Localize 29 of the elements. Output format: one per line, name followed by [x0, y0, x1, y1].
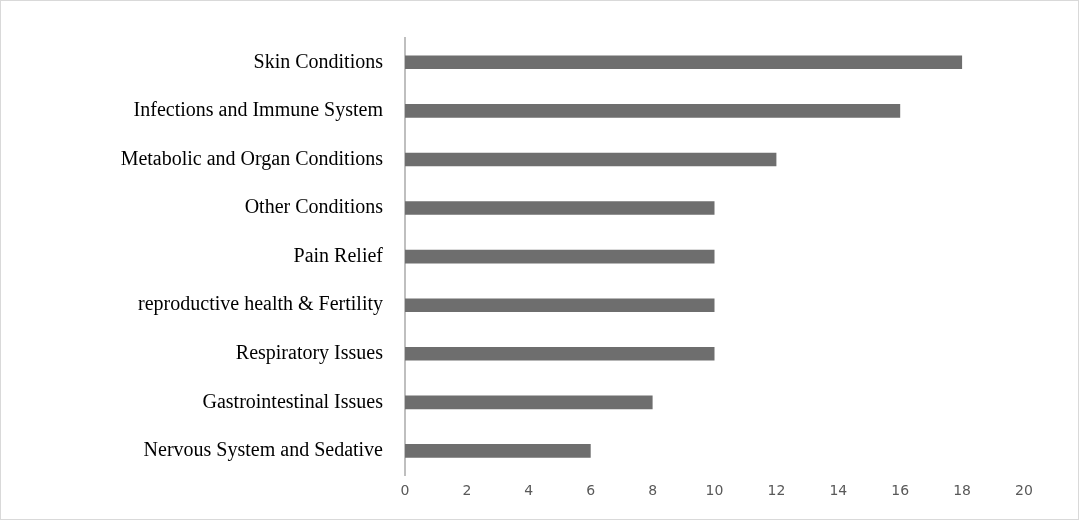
- x-tick-label: 20: [1015, 482, 1033, 499]
- y-tick-label: Skin Conditions: [253, 49, 384, 72]
- x-tick-label: 14: [829, 482, 848, 499]
- x-tick-label: 18: [953, 482, 972, 499]
- bar: [405, 444, 591, 458]
- bar: [405, 55, 963, 70]
- bar: [405, 395, 653, 410]
- y-tick-label: Respiratory Issues: [235, 341, 384, 365]
- x-tick-label: 10: [705, 482, 724, 499]
- bar: [405, 152, 777, 167]
- bar: [405, 249, 715, 264]
- y-tick-label: reproductive health & Fertility: [138, 292, 383, 316]
- x-tick-label: 8: [648, 482, 658, 499]
- x-tick-label: 2: [462, 482, 472, 499]
- y-tick-label: Other Conditions: [244, 195, 384, 218]
- y-tick-label: Metabolic and Organ Conditions: [120, 146, 384, 170]
- x-tick-label: 16: [891, 482, 910, 499]
- x-tick-label: 6: [586, 482, 596, 499]
- y-tick-label: Infections and Immune System: [133, 98, 384, 122]
- y-tick-label: Nervous System and Sedative: [143, 438, 384, 462]
- x-tick-label: 0: [400, 482, 410, 499]
- bar: [405, 104, 901, 118]
- y-tick-label: Gastrointestinal Issues: [202, 389, 384, 412]
- bar: [405, 346, 715, 361]
- x-tick-label: 12: [767, 482, 786, 499]
- bar: [405, 201, 715, 215]
- x-tick-label: 4: [524, 482, 534, 499]
- bar: [405, 298, 715, 312]
- y-tick-label: Pain Relief: [293, 243, 384, 266]
